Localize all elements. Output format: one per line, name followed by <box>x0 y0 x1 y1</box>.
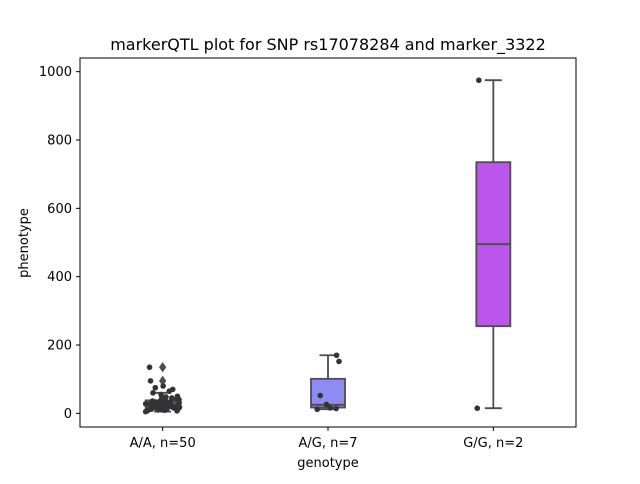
strip-points <box>474 77 482 412</box>
chart-title: markerQTL plot for SNP rs17078284 and ma… <box>110 35 546 55</box>
data-point <box>333 352 340 359</box>
data-point <box>167 399 174 406</box>
data-point <box>149 398 156 404</box>
data-point <box>474 405 481 412</box>
y-tick-label: 1000 <box>39 65 72 80</box>
strip-points <box>142 364 183 415</box>
data-point <box>168 395 175 401</box>
y-tick-label: 0 <box>64 407 72 422</box>
data-point <box>476 77 482 84</box>
y-axis: 0 200 400 600 800 1000 <box>39 65 80 422</box>
data-point <box>314 406 321 413</box>
data-point <box>169 386 176 393</box>
data-point <box>163 394 169 400</box>
data-point <box>146 364 153 371</box>
data-point <box>174 393 181 400</box>
data-point <box>333 405 339 412</box>
data-point <box>336 358 342 365</box>
plot-layer <box>142 77 512 415</box>
data-point <box>317 392 324 399</box>
data-point <box>152 384 159 391</box>
data-point <box>327 405 333 411</box>
y-tick-label: 800 <box>47 134 72 149</box>
y-tick-label: 200 <box>47 339 72 354</box>
x-tick-label: A/G, n=7 <box>298 436 357 451</box>
y-axis-label: phenotype <box>17 208 32 278</box>
y-tick-label: 600 <box>47 202 72 217</box>
box-group <box>475 79 512 410</box>
x-tick-label: G/G, n=2 <box>463 436 523 451</box>
data-point <box>147 378 154 384</box>
x-axis-label: genotype <box>297 456 358 471</box>
data-point <box>160 383 166 389</box>
strip-points <box>314 352 342 413</box>
x-tick-label: A/A, n=50 <box>130 436 196 451</box>
data-point <box>158 391 164 398</box>
data-point <box>150 390 156 396</box>
outlier-marker <box>159 362 167 373</box>
x-axis: A/A, n=50 A/G, n=7 G/G, n=2 <box>130 427 523 451</box>
data-point <box>323 401 330 408</box>
y-tick-label: 400 <box>47 270 72 285</box>
data-point <box>142 400 149 407</box>
